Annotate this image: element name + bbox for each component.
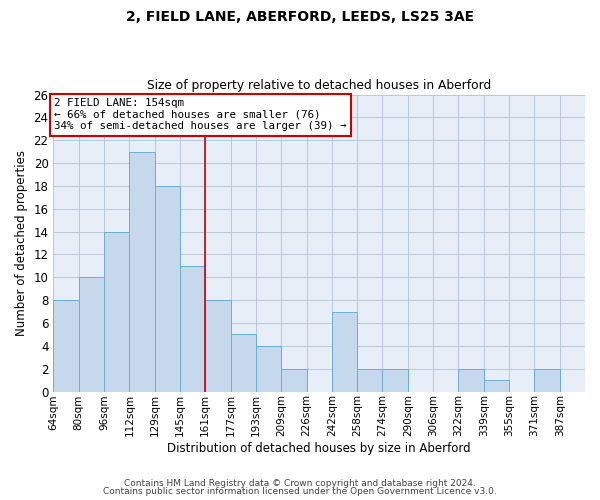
Bar (230, 334, 256, 392)
Bar (205, 300, 230, 392)
Text: Contains HM Land Registry data © Crown copyright and database right 2024.: Contains HM Land Registry data © Crown c… (124, 478, 476, 488)
Bar (256, 346, 281, 392)
Bar (281, 368, 307, 392)
Text: 2 FIELD LANE: 154sqm
← 66% of detached houses are smaller (76)
34% of semi-detac: 2 FIELD LANE: 154sqm ← 66% of detached h… (54, 98, 347, 131)
Text: 2, FIELD LANE, ABERFORD, LEEDS, LS25 3AE: 2, FIELD LANE, ABERFORD, LEEDS, LS25 3AE (126, 10, 474, 24)
Bar (458, 368, 484, 392)
Bar (79, 278, 104, 392)
Bar (104, 232, 130, 392)
Title: Size of property relative to detached houses in Aberford: Size of property relative to detached ho… (147, 79, 491, 92)
Bar (382, 368, 408, 392)
Bar (332, 312, 357, 392)
Text: Contains public sector information licensed under the Open Government Licence v3: Contains public sector information licen… (103, 487, 497, 496)
Bar (180, 266, 205, 392)
Bar (535, 368, 560, 392)
Bar (357, 368, 382, 392)
X-axis label: Distribution of detached houses by size in Aberford: Distribution of detached houses by size … (167, 442, 471, 455)
Bar (155, 186, 180, 392)
Y-axis label: Number of detached properties: Number of detached properties (15, 150, 28, 336)
Bar (130, 152, 155, 392)
Bar (53, 300, 79, 392)
Bar (484, 380, 509, 392)
